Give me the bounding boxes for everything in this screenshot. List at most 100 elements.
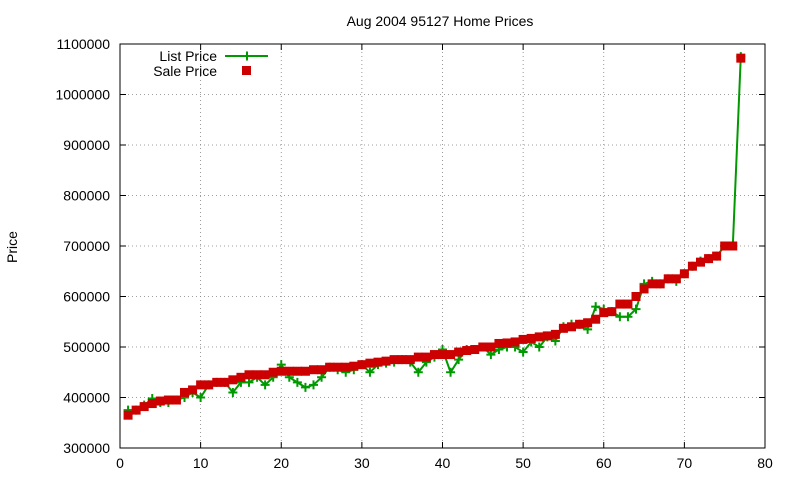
sale-price-point — [567, 322, 576, 332]
sale-price-point — [365, 358, 375, 368]
sale-price-point — [276, 366, 286, 376]
x-tick-label: 10 — [193, 455, 209, 471]
sale-price-point — [429, 350, 439, 360]
x-tick-label: 80 — [757, 455, 773, 471]
chart-title: Aug 2004 95127 Home Prices — [347, 13, 534, 29]
grid — [120, 44, 765, 448]
sale-price-point — [591, 314, 601, 324]
list-price-point — [300, 382, 310, 392]
sale-price-point — [300, 366, 310, 376]
sale-price-point — [309, 365, 318, 375]
sale-price-point — [647, 279, 657, 289]
sale-price-point — [478, 342, 488, 352]
sale-price-point — [486, 342, 496, 352]
sale-price-point — [454, 347, 464, 357]
sale-price-point — [623, 299, 633, 309]
y-tick-label: 500000 — [63, 339, 110, 355]
list-price-point — [591, 302, 601, 312]
sale-price-point — [631, 292, 641, 301]
sale-price-point — [712, 251, 722, 261]
x-tick-label: 30 — [354, 455, 370, 471]
sale-price-point — [349, 361, 359, 371]
sale-price-point — [292, 366, 302, 376]
sale-price-point — [615, 299, 625, 309]
sale-price-point — [260, 370, 270, 380]
sale-price-point — [696, 257, 705, 267]
y-axis-label: Price — [4, 231, 20, 263]
sale-price-point — [421, 352, 431, 362]
sale-price-point — [389, 355, 399, 365]
sale-price-point — [542, 331, 552, 341]
list-price-point — [518, 347, 528, 357]
sale-price-point — [446, 350, 456, 360]
axis-ticks: 0 10 20 30 40 50 60 70 80 300000 400000 500000 60000… — [55, 36, 773, 471]
sale-price-point — [317, 365, 327, 375]
x-tick-label: 50 — [515, 455, 531, 471]
sale-price-point — [212, 377, 222, 387]
y-tick-label: 1100000 — [57, 36, 111, 52]
sale-price-point — [510, 337, 520, 347]
list-price-point — [196, 393, 206, 402]
list-price-point — [534, 342, 544, 352]
list-price-point — [260, 380, 270, 390]
sale-price-point — [236, 372, 246, 382]
plot-area — [123, 52, 746, 420]
sale-price-point — [180, 387, 189, 397]
x-tick-label: 70 — [677, 455, 693, 471]
sale-price-point — [220, 377, 230, 387]
list-price-point — [228, 387, 238, 397]
sale-price-point — [663, 274, 673, 284]
sale-price-point — [526, 333, 536, 343]
sale-price-point — [131, 405, 141, 415]
sale-price-point — [228, 375, 238, 385]
sale-price-point — [704, 254, 714, 264]
sale-price-point — [639, 284, 649, 294]
sale-price-point — [655, 279, 665, 289]
sale-price-point — [671, 274, 681, 284]
sale-price-point — [188, 385, 198, 395]
list-price-point — [365, 367, 375, 377]
x-tick-label: 0 — [116, 455, 124, 471]
sale-price-point — [599, 308, 609, 318]
legend-marker-sale-price — [242, 66, 251, 75]
sale-price-point — [252, 370, 262, 380]
y-tick-label: 1000000 — [55, 87, 110, 103]
sale-price-point — [518, 334, 528, 344]
sale-price-point — [405, 355, 415, 365]
sale-price-point — [687, 261, 697, 271]
x-tick-label: 40 — [435, 455, 451, 471]
plot-frame — [119, 43, 766, 449]
list-price-point — [454, 355, 464, 365]
sale-price-point — [720, 241, 730, 251]
sale-price-point — [397, 355, 407, 365]
sale-price-point — [284, 366, 294, 376]
sale-price-point — [163, 395, 173, 405]
y-tick-label: 800000 — [63, 188, 110, 204]
list-price-point — [631, 304, 641, 314]
list-price-point — [446, 367, 456, 377]
sale-price-point — [583, 318, 593, 328]
sale-price-point — [373, 357, 383, 367]
sale-price-point — [607, 307, 617, 317]
legend-label-list-price: List Price — [159, 48, 217, 64]
sale-price-point — [736, 53, 746, 63]
sale-price-point — [438, 350, 447, 360]
sale-price-point — [462, 346, 472, 356]
sale-price-point — [728, 241, 738, 251]
list-price-point — [292, 377, 302, 387]
list-price-point — [623, 312, 633, 322]
list-price-point — [317, 372, 327, 382]
legend-marker-list-price — [242, 51, 252, 61]
list-price-point — [486, 350, 496, 360]
sale-price-point — [575, 319, 585, 329]
sale-price-point — [196, 380, 206, 390]
sale-price-point — [502, 338, 512, 348]
sale-price-point — [333, 362, 343, 372]
y-tick-label: 700000 — [63, 238, 110, 254]
sale-price-point — [413, 352, 423, 362]
sale-price-point — [139, 402, 149, 412]
list-price-point — [309, 380, 318, 390]
y-tick-label: 900000 — [63, 137, 110, 153]
sale-price-point — [123, 410, 133, 420]
